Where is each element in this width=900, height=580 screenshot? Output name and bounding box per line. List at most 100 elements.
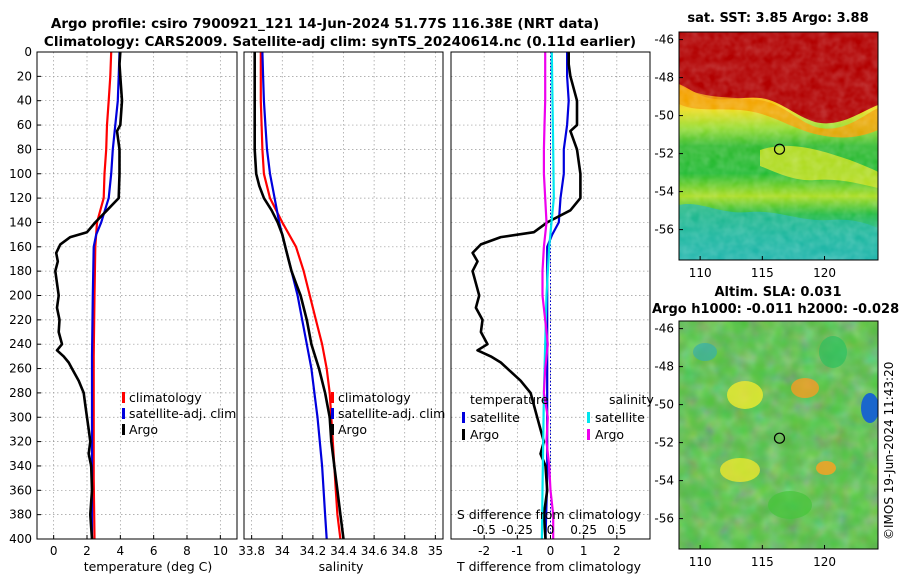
x-tick-label: 34 xyxy=(275,544,290,558)
y-tick-label: 20 xyxy=(17,69,32,83)
map-y-tick-label: -52 xyxy=(654,147,674,161)
y-tick-label: 220 xyxy=(9,313,32,327)
y-tick-label: 340 xyxy=(9,459,32,473)
legend-swatch xyxy=(122,408,125,419)
salinity-x-label: salinity xyxy=(319,559,364,574)
x-tick-label: 34.4 xyxy=(330,544,357,558)
map-x-tick-label: 115 xyxy=(751,266,774,280)
sla-map-title-line1: Altim. SLA: 0.031 xyxy=(715,285,842,300)
sst-map-title: sat. SST: 3.85 Argo: 3.88 xyxy=(687,11,868,26)
legend-label: climatology xyxy=(338,390,411,405)
map-y-tick-label: -46 xyxy=(654,322,674,336)
s-tick-label: 0.5 xyxy=(607,523,626,537)
x-tick-label: 0 xyxy=(547,544,555,558)
series-line-argo xyxy=(253,52,345,540)
legend-label: Argo xyxy=(129,422,158,437)
y-tick-label: 120 xyxy=(9,191,32,205)
map-x-tick-label: 120 xyxy=(813,555,836,569)
map-y-tick-label: -56 xyxy=(654,512,674,526)
sst-heatmap-field xyxy=(679,32,878,260)
x-tick-label: 6 xyxy=(150,544,158,558)
y-tick-label: 60 xyxy=(17,118,32,132)
legend-label: satellite-adj. clim xyxy=(129,406,236,421)
legend-swatch xyxy=(462,412,465,423)
sst-map-panel: sat. SST: 3.85 Argo: 3.88 110 115 120 -46 -4… xyxy=(654,11,879,280)
legend-swatch xyxy=(587,429,590,440)
y-tick-label: 400 xyxy=(9,532,32,546)
series-line-temperature-argo xyxy=(471,52,582,540)
legend-salinity-header: salinity xyxy=(609,392,654,407)
x-tick-label: 0 xyxy=(50,544,58,558)
legend-swatch xyxy=(462,429,465,440)
s-tick-label: 0 xyxy=(547,523,555,537)
y-tick-label: 240 xyxy=(9,337,32,351)
legend-swatch xyxy=(587,412,590,423)
legend-swatch xyxy=(122,424,125,435)
legend-label: Argo xyxy=(470,427,499,442)
series-line-satellite-adj-clim xyxy=(261,51,328,540)
x-tick-label: 4 xyxy=(117,544,125,558)
series-line-salinity-argo xyxy=(541,52,555,539)
y-tick-label: 320 xyxy=(9,435,32,449)
x-tick-label: 2 xyxy=(83,544,91,558)
y-tick-label: 200 xyxy=(9,289,32,303)
legend-swatch xyxy=(331,392,334,403)
y-tick-label: 280 xyxy=(9,386,32,400)
x-tick-label: -1 xyxy=(511,544,523,558)
legend-label: Argo xyxy=(338,422,367,437)
sla-argo-location-marker xyxy=(773,432,786,444)
legend-label: climatology xyxy=(129,390,202,405)
y-tick-label: 100 xyxy=(9,167,32,181)
x-tick-label: 34.2 xyxy=(300,544,327,558)
temperature-x-label: temperature (deg C) xyxy=(84,559,213,574)
figure-title-line1: Argo profile: csiro 7900921_121 14-Jun-2… xyxy=(51,16,599,32)
y-tick-label: 300 xyxy=(9,410,32,424)
legend-label: satellite xyxy=(470,410,520,425)
series-line-temperature-satellite xyxy=(544,52,570,540)
y-tick-label: 80 xyxy=(17,142,32,156)
map-y-tick-label: -48 xyxy=(654,360,674,374)
series-line-salinity-satellite xyxy=(540,51,555,540)
y-tick-label: 360 xyxy=(9,483,32,497)
t-difference-label: T difference from climatology xyxy=(456,559,642,574)
map-x-tick-label: 115 xyxy=(751,555,774,569)
y-tick-label: 380 xyxy=(9,508,32,522)
map-y-tick-label: -52 xyxy=(654,436,674,450)
y-tick-label: 140 xyxy=(9,215,32,229)
series-line-climatology xyxy=(92,51,113,540)
imos-credit: ©IMOS 19-Jun-2024 11:43:20 xyxy=(882,362,896,540)
x-tick-label: 1 xyxy=(580,544,588,558)
y-tick-label: 260 xyxy=(9,362,32,376)
map-y-tick-label: -48 xyxy=(654,71,674,85)
legend-label: Argo xyxy=(595,427,624,442)
figure-title-line2: Climatology: CARS2009. Satellite-adj cli… xyxy=(44,34,636,50)
legend-swatch xyxy=(122,392,125,403)
salinity-profile-panel: 33.8 34 34.2 34.4 34.6 34.8 35 salinity climat… xyxy=(238,51,445,574)
series-line-satellite-adj-clim xyxy=(90,51,121,539)
map-y-tick-label: -46 xyxy=(654,33,674,47)
map-x-tick-label: 110 xyxy=(689,555,712,569)
x-tick-label: 34.8 xyxy=(391,544,418,558)
x-tick-label: 35 xyxy=(428,544,443,558)
x-tick-label: 33.8 xyxy=(238,544,265,558)
sla-map-frame xyxy=(678,320,879,550)
map-y-tick-label: -54 xyxy=(654,474,674,488)
map-y-tick-label: -56 xyxy=(654,223,674,237)
legend-swatch xyxy=(331,424,334,435)
s-tick-label: -0.25 xyxy=(502,523,533,537)
difference-profile-panel: -2 -1 0 1 2 -0.5 -0.25 0 0.25 0.5 S difference fr… xyxy=(450,51,654,574)
series-line-argo xyxy=(53,51,124,540)
legend-temperature-header: temperature xyxy=(470,392,549,407)
x-tick-label: 10 xyxy=(213,544,228,558)
s-difference-label: S difference from climatology xyxy=(457,507,642,522)
sst-argo-location-marker xyxy=(773,143,786,155)
s-tick-label: 0.25 xyxy=(570,523,597,537)
map-y-tick-label: -54 xyxy=(654,185,674,199)
s-tick-label: -0.5 xyxy=(472,523,495,537)
y-tick-label: 0 xyxy=(24,45,32,59)
x-tick-label: 2 xyxy=(613,544,621,558)
legend-label: satellite xyxy=(595,410,645,425)
